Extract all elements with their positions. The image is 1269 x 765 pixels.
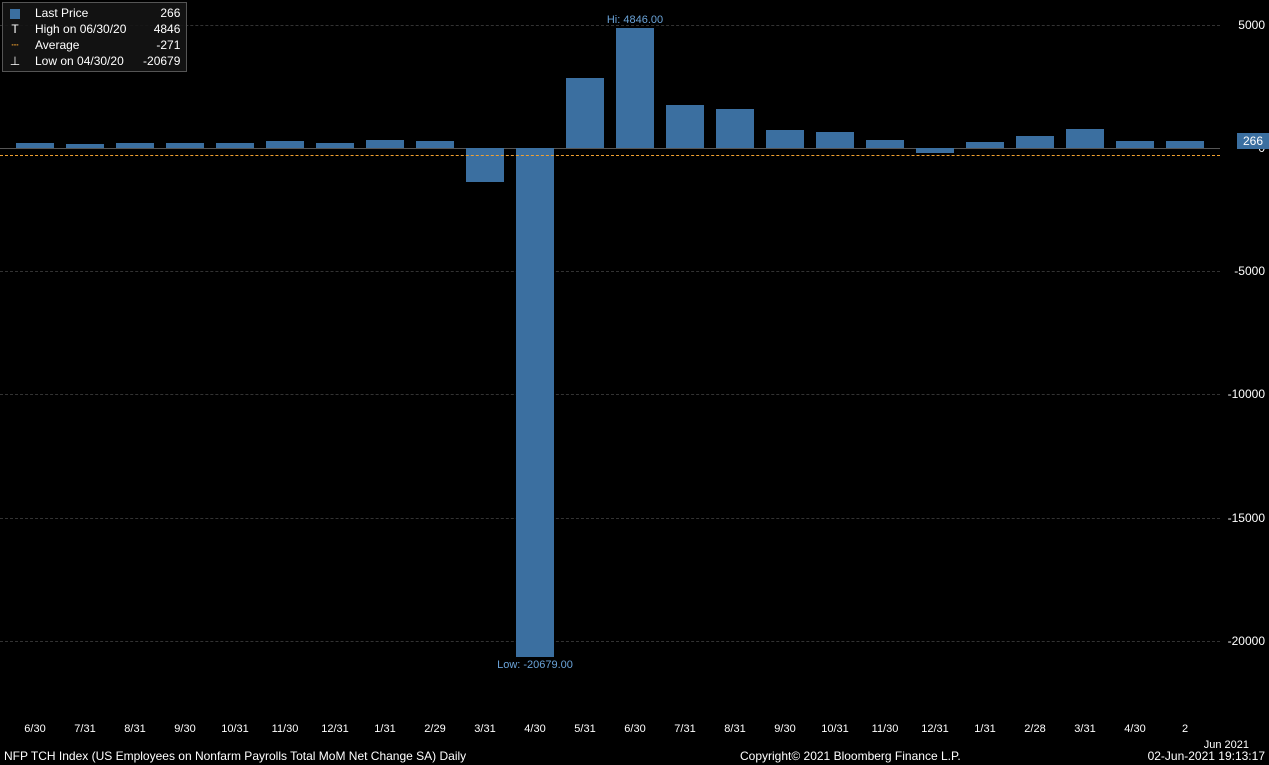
bar	[316, 143, 354, 147]
bar	[816, 132, 854, 148]
dash-icon: ┄	[9, 37, 21, 53]
bar	[866, 140, 904, 148]
marker-icon: T	[9, 21, 21, 37]
legend-row: ⊥ Low on 04/30/20 -20679	[9, 53, 180, 69]
bar	[916, 148, 954, 153]
bar	[1166, 141, 1204, 148]
legend-value: -20679	[136, 53, 180, 69]
bar	[516, 148, 554, 658]
y-tick-label: -10000	[1228, 387, 1265, 401]
bar	[166, 143, 204, 148]
bar	[416, 141, 454, 148]
legend-row: ┄ Average -271	[9, 37, 180, 53]
average-line	[0, 155, 1220, 156]
grid-line	[0, 271, 1220, 272]
x-tick-label: 4/30	[524, 723, 545, 735]
x-tick-label: 12/31	[921, 723, 949, 735]
bar	[466, 148, 504, 182]
footer-description: NFP TCH Index (US Employees on Nonfarm P…	[4, 749, 466, 763]
bar	[1016, 136, 1054, 148]
x-tick-label: 3/31	[1074, 723, 1095, 735]
x-tick-label: 8/31	[124, 723, 145, 735]
hi-annotation: Hi: 4846.00	[607, 14, 663, 26]
bar	[66, 144, 104, 148]
chart-container: Hi: 4846.00Low: -20679.00 Last Price266T…	[0, 0, 1269, 765]
footer-timestamp: 02-Jun-2021 19:13:17	[1148, 749, 1265, 763]
low-annotation: Low: -20679.00	[497, 659, 573, 671]
grid-line	[0, 394, 1220, 395]
marker-icon: ⊥	[9, 53, 21, 69]
y-tick-label: -5000	[1234, 264, 1265, 278]
chart-plot-area: Hi: 4846.00 Low: -20679.00	[0, 0, 1220, 720]
bar	[766, 130, 804, 147]
legend-value: -271	[136, 37, 180, 53]
y-tick-label: -15000	[1228, 511, 1265, 525]
grid-line	[0, 641, 1220, 642]
x-tick-label: 11/30	[872, 723, 899, 735]
x-tick-label: 7/31	[674, 723, 695, 735]
x-tick-label: 9/30	[174, 723, 195, 735]
bar	[16, 143, 54, 147]
bar	[566, 78, 604, 148]
x-tick-label: 10/31	[221, 723, 249, 735]
x-tick-label: 11/30	[272, 723, 299, 735]
x-tick-label: 2	[1182, 723, 1188, 735]
x-tick-label: 8/31	[724, 723, 745, 735]
footer-copyright: Copyright© 2021 Bloomberg Finance L.P.	[740, 749, 961, 763]
legend-label: Average	[35, 37, 126, 53]
square-icon	[9, 5, 21, 21]
legend-label: High on 06/30/20	[35, 21, 126, 37]
grid-line	[0, 518, 1220, 519]
x-tick-label: 3/31	[474, 723, 495, 735]
bar	[116, 143, 154, 148]
bar	[966, 142, 1004, 148]
zero-line	[0, 148, 1220, 149]
legend-value: 4846	[136, 21, 180, 37]
legend-box: Last Price 266 T High on 06/30/20 4846 ┄ Avera…	[2, 2, 187, 72]
bar	[666, 105, 704, 148]
bar	[366, 140, 404, 148]
bar	[716, 109, 754, 148]
x-tick-label: 9/30	[774, 723, 795, 735]
bar	[266, 141, 304, 147]
x-tick-label: 2/28	[1024, 723, 1045, 735]
legend-label: Low on 04/30/20	[35, 53, 126, 69]
y-tick-label: 5000	[1238, 18, 1265, 32]
x-tick-label: 1/31	[374, 723, 395, 735]
last-price-flag: 266	[1237, 133, 1269, 149]
x-tick-label: 5/31	[574, 723, 595, 735]
legend-row: Last Price 266	[9, 5, 180, 21]
x-tick-label: 12/31	[321, 723, 349, 735]
x-tick-label: 7/31	[74, 723, 95, 735]
legend-row: T High on 06/30/20 4846	[9, 21, 180, 37]
legend-label: Last Price	[35, 5, 126, 21]
x-tick-label: 4/30	[1124, 723, 1145, 735]
y-tick-label: -20000	[1228, 634, 1265, 648]
bar	[1116, 141, 1154, 148]
x-tick-label: 1/31	[974, 723, 995, 735]
x-tick-label: 6/30	[24, 723, 45, 735]
bar	[616, 28, 654, 147]
bar	[216, 143, 254, 148]
x-tick-label: 6/30	[624, 723, 645, 735]
x-tick-label: 10/31	[821, 723, 849, 735]
bar	[1066, 129, 1104, 148]
x-tick-label: 2/29	[424, 723, 445, 735]
legend-value: 266	[136, 5, 180, 21]
